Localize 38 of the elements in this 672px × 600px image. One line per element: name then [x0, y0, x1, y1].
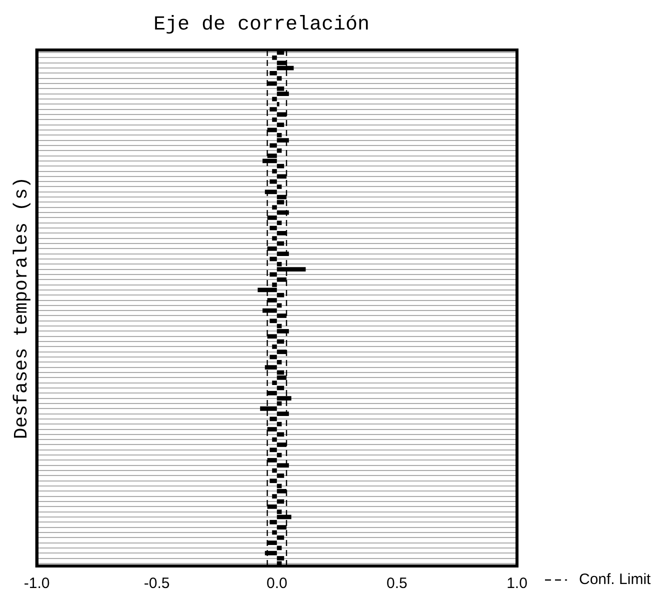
- bar: [272, 169, 277, 174]
- bar: [276, 546, 282, 550]
- bar: [276, 292, 284, 298]
- bar: [276, 474, 284, 478]
- bar: [276, 535, 284, 540]
- bar: [276, 76, 282, 81]
- x-tick-label: -1.0: [24, 575, 50, 592]
- bar: [272, 56, 277, 60]
- bar: [272, 437, 277, 442]
- y-axis-title: Desfases temporales (s): [10, 176, 32, 440]
- bar: [272, 494, 277, 499]
- bar: [276, 220, 282, 226]
- bar: [276, 164, 284, 168]
- bar: [276, 556, 284, 560]
- bar: [270, 226, 277, 230]
- bar: [276, 148, 282, 153]
- bar: [272, 236, 277, 241]
- bar: [272, 96, 277, 102]
- bar: [276, 102, 280, 106]
- x-tick-label: 0.5: [386, 575, 408, 592]
- bar: [272, 468, 277, 473]
- x-tick-label: 0.0: [266, 575, 288, 592]
- x-tick-label: -0.5: [144, 575, 170, 592]
- chart-title: Eje de correlación: [153, 13, 370, 36]
- bar: [272, 530, 277, 535]
- bar: [276, 452, 282, 458]
- bar: [276, 122, 284, 128]
- bar: [272, 344, 277, 349]
- legend-label: Conf. Limit: [579, 571, 652, 588]
- x-tick-label: 1.0: [506, 575, 528, 592]
- bar: [272, 117, 277, 122]
- bar: [276, 360, 282, 364]
- bar: [276, 432, 284, 437]
- bar: [272, 205, 277, 210]
- bar: [276, 422, 282, 426]
- bar: [276, 303, 282, 308]
- bar: [276, 184, 282, 189]
- bar: [272, 380, 277, 386]
